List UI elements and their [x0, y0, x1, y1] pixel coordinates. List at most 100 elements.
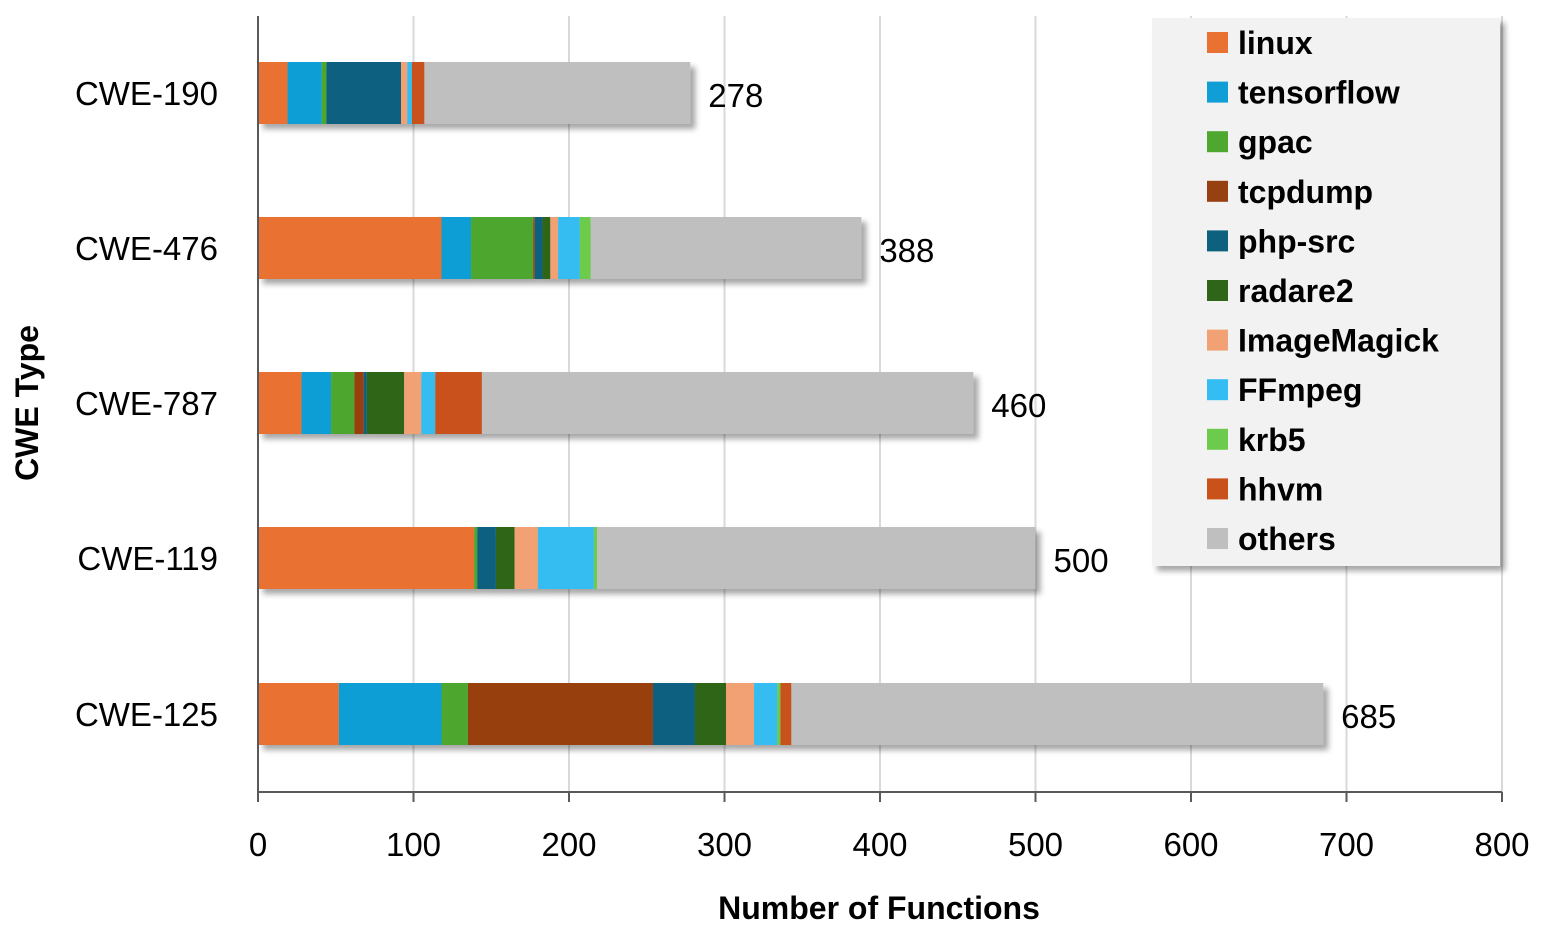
bar-segment-gpac: [441, 683, 468, 745]
y-tick-label: CWE-119: [77, 540, 218, 577]
legend-label-ffmpeg: FFmpeg: [1238, 372, 1362, 408]
x-tick-label: 300: [697, 826, 752, 863]
x-tick-label: 400: [852, 826, 907, 863]
bar-segment-imagemagick: [550, 217, 559, 279]
legend-swatch-imagemagick: [1207, 329, 1228, 351]
legend-label-krb5: krb5: [1238, 422, 1306, 458]
bar-segment-gpac: [474, 527, 478, 589]
bar-segment-ffmpeg: [537, 527, 594, 589]
legend-label-php-src: php-src: [1238, 223, 1355, 259]
bar-segment-ffmpeg: [558, 217, 580, 279]
bar-segment-krb5: [777, 683, 781, 745]
bar-segment-radare2: [694, 683, 727, 745]
legend-label-imagemagick: ImageMagick: [1238, 323, 1439, 359]
bar-total-label: 500: [1054, 542, 1109, 579]
legend-label-hhvm: hhvm: [1238, 471, 1323, 507]
x-tick-label: 200: [541, 826, 596, 863]
axes: [257, 16, 1503, 802]
bar-segment-php-src: [363, 372, 367, 434]
bar-segment-imagemagick: [404, 372, 422, 434]
bar-group-cwe-119: [258, 527, 1036, 589]
bar-segment-others: [590, 217, 862, 279]
bar-segment-krb5: [579, 217, 591, 279]
bar-group-cwe-190: [258, 62, 691, 124]
bars: [258, 62, 1324, 745]
bar-segment-radare2: [495, 527, 515, 589]
bar-segment-tcpdump: [467, 683, 653, 745]
bar-segment-others: [791, 683, 1324, 745]
legend-swatch-krb5: [1207, 428, 1228, 450]
legend-swatch-others: [1207, 528, 1228, 549]
legend-swatch-gpac: [1207, 131, 1228, 153]
bar-segment-php-src: [534, 217, 543, 279]
legend-swatch-tcpdump: [1207, 180, 1228, 202]
bar-segment-linux: [258, 683, 339, 745]
bar-total-label: 388: [879, 232, 934, 269]
bar-segment-gpac: [471, 217, 534, 279]
bar-total-label: 685: [1341, 698, 1396, 735]
bar-segment-imagemagick: [514, 527, 538, 589]
y-tick-label: CWE-125: [75, 696, 218, 733]
bar-segment-others: [596, 527, 1036, 589]
x-tick-label: 0: [249, 826, 267, 863]
bar-segment-tensorflow: [441, 217, 472, 279]
bar-total-label: 460: [991, 387, 1046, 424]
bar-segment-hhvm: [435, 372, 482, 434]
bar-segment-radare2: [542, 217, 551, 279]
bar-total-label: 278: [708, 77, 763, 114]
legend-label-gpac: gpac: [1238, 124, 1313, 160]
x-tick-label: 500: [1008, 826, 1063, 863]
bar-segment-tcpdump: [354, 372, 364, 434]
bar-segment-tensorflow: [287, 62, 322, 124]
bar-segment-gpac: [321, 62, 327, 124]
bar-segment-gpac: [331, 372, 355, 434]
y-tick-label: CWE-787: [75, 385, 218, 422]
legend-label-others: others: [1238, 521, 1336, 557]
legend: linux tensorflow gpac tcpdump php-src radare2…: [1152, 18, 1500, 566]
bar-group-cwe-787: [258, 372, 974, 434]
legend-label-tensorflow: tensorflow: [1238, 75, 1400, 111]
legend-swatch-radare2: [1207, 280, 1228, 301]
bar-segment-php-src: [652, 683, 695, 745]
bar-segment-krb5: [593, 527, 597, 589]
legend-label-radare2: radare2: [1238, 273, 1354, 309]
y-tick-label: CWE-476: [75, 230, 218, 267]
bar-segment-ffmpeg: [421, 372, 436, 434]
y-axis-title: CWE Type: [9, 325, 45, 481]
bar-segment-others: [481, 372, 974, 434]
bar-segment-hhvm: [411, 62, 425, 124]
bar-segment-linux: [258, 217, 442, 279]
bar-group-cwe-476: [258, 217, 862, 279]
bar-segment-others: [424, 62, 691, 124]
bar-segment-linux: [258, 372, 302, 434]
legend-label-tcpdump: tcpdump: [1238, 174, 1373, 210]
bar-segment-radare2: [366, 372, 405, 434]
bar-group-cwe-125: [258, 683, 1324, 745]
bar-segment-tcpdump: [533, 217, 535, 279]
bar-segment-imagemagick: [401, 62, 408, 124]
bar-segment-ffmpeg: [407, 62, 412, 124]
bar-segment-php-src: [477, 527, 496, 589]
legend-swatch-linux: [1207, 32, 1228, 53]
legend-swatch-tensorflow: [1207, 81, 1228, 103]
x-tick-label: 800: [1474, 826, 1529, 863]
bar-segment-tensorflow: [338, 683, 442, 745]
bar-segment-imagemagick: [726, 683, 755, 745]
bar-segment-php-src: [326, 62, 402, 124]
legend-swatch-ffmpeg: [1207, 379, 1228, 401]
bar-segment-linux: [258, 527, 475, 589]
legend-label-linux: linux: [1238, 25, 1313, 61]
bar-segment-ffmpeg: [754, 683, 778, 745]
y-tick-label: CWE-190: [75, 75, 218, 112]
x-tick-label: 600: [1163, 826, 1218, 863]
legend-swatch-hhvm: [1207, 478, 1228, 500]
x-tick-label: 700: [1319, 826, 1374, 863]
bar-segment-hhvm: [780, 683, 792, 745]
bar-segment-linux: [258, 62, 288, 124]
x-axis-title: Number of Functions: [718, 890, 1040, 926]
legend-swatch-php-src: [1207, 230, 1228, 252]
labels: 0 100 200 300 400 500 600 700 800 CWE-190 278 CWE-4…: [75, 75, 1530, 863]
x-tick-label: 100: [386, 826, 441, 863]
